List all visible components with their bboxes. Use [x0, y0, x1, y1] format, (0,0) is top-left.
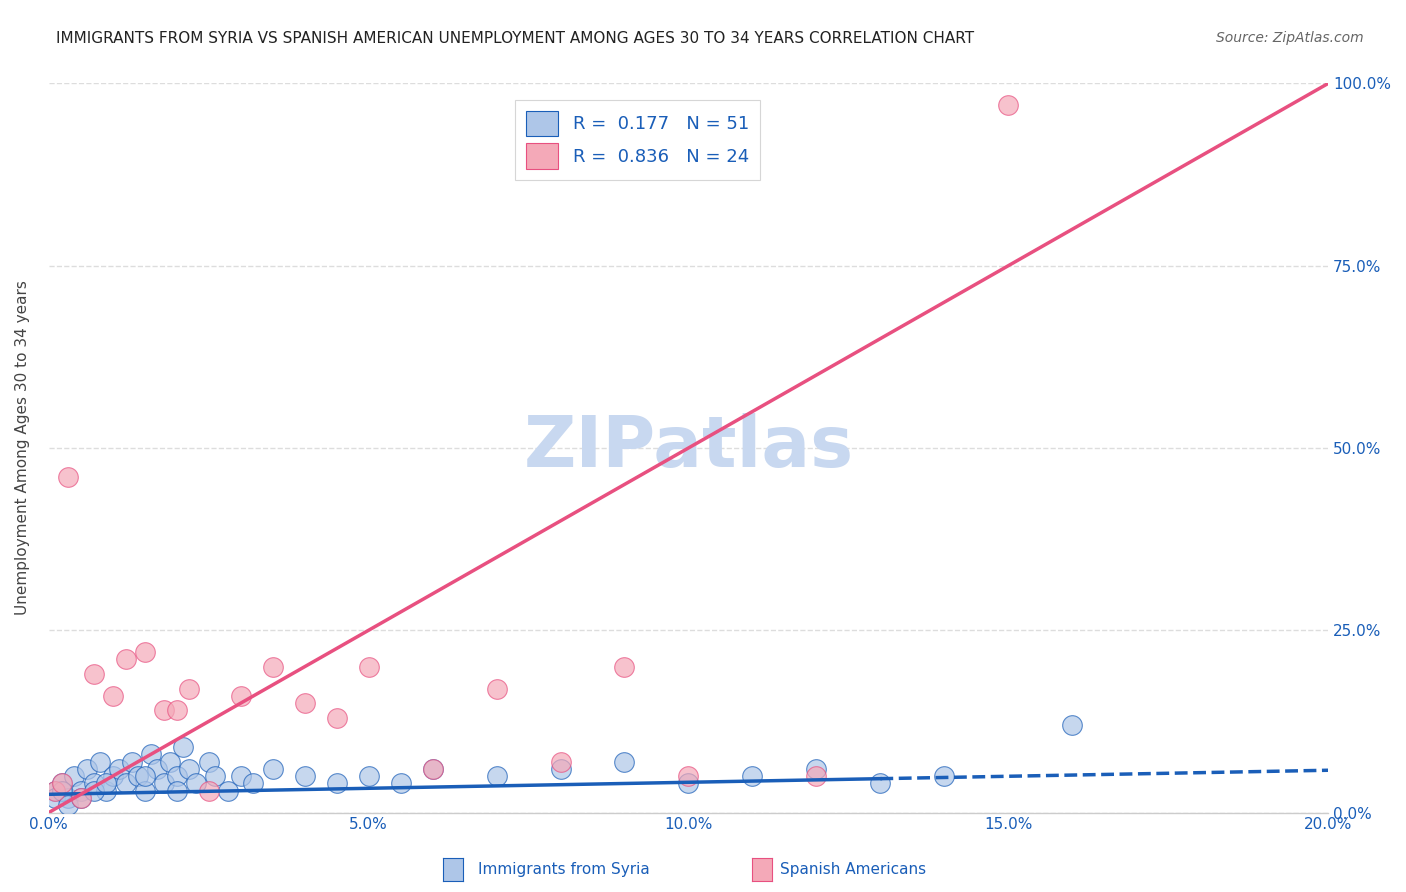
- Point: [63, 769, 86, 783]
- Point: [44, 783, 66, 797]
- Point: [56, 470, 79, 484]
- Point: [262, 659, 284, 673]
- Text: IMMIGRANTS FROM SYRIA VS SPANISH AMERICAN UNEMPLOYMENT AMONG AGES 30 TO 34 YEARS: IMMIGRANTS FROM SYRIA VS SPANISH AMERICA…: [56, 31, 974, 46]
- Point: [184, 776, 207, 790]
- Point: [806, 762, 828, 776]
- Point: [485, 769, 508, 783]
- Point: [613, 659, 636, 673]
- Y-axis label: Unemployment Among Ages 30 to 34 years: Unemployment Among Ages 30 to 34 years: [15, 281, 30, 615]
- Text: Source: ZipAtlas.com: Source: ZipAtlas.com: [1216, 31, 1364, 45]
- Point: [166, 783, 188, 797]
- Point: [204, 769, 226, 783]
- Point: [197, 783, 219, 797]
- Point: [51, 783, 73, 797]
- Point: [134, 769, 156, 783]
- Point: [262, 762, 284, 776]
- Point: [44, 791, 66, 805]
- Point: [83, 667, 105, 681]
- Point: [89, 755, 111, 769]
- Point: [197, 755, 219, 769]
- Point: [96, 776, 118, 790]
- Point: [741, 769, 763, 783]
- Point: [166, 769, 188, 783]
- Point: [294, 769, 316, 783]
- Point: [108, 762, 131, 776]
- Point: [134, 645, 156, 659]
- Point: [217, 783, 239, 797]
- Point: [121, 755, 143, 769]
- Point: [101, 769, 124, 783]
- Text: Spanish Americans: Spanish Americans: [780, 863, 927, 877]
- Point: [934, 769, 956, 783]
- Point: [325, 776, 347, 790]
- Point: [69, 791, 91, 805]
- Text: ZIPatlas: ZIPatlas: [523, 414, 853, 483]
- Point: [69, 783, 91, 797]
- Point: [389, 776, 412, 790]
- Point: [159, 755, 181, 769]
- Point: [134, 783, 156, 797]
- Point: [422, 762, 444, 776]
- Point: [56, 798, 79, 813]
- Point: [114, 652, 136, 666]
- Point: [869, 776, 891, 790]
- Point: [101, 689, 124, 703]
- Point: [96, 783, 118, 797]
- Point: [550, 755, 572, 769]
- Point: [114, 776, 136, 790]
- Point: [242, 776, 264, 790]
- Point: [294, 696, 316, 710]
- Point: [485, 681, 508, 696]
- Point: [325, 711, 347, 725]
- Point: [166, 703, 188, 717]
- Legend: R =  0.177   N = 51, R =  0.836   N = 24: R = 0.177 N = 51, R = 0.836 N = 24: [515, 100, 759, 180]
- Point: [229, 769, 252, 783]
- Point: [51, 776, 73, 790]
- Point: [357, 659, 380, 673]
- Point: [44, 783, 66, 797]
- Point: [179, 762, 201, 776]
- Point: [83, 783, 105, 797]
- Point: [613, 755, 636, 769]
- Point: [172, 739, 194, 754]
- Point: [1062, 718, 1084, 732]
- Point: [422, 762, 444, 776]
- Text: Immigrants from Syria: Immigrants from Syria: [478, 863, 650, 877]
- Point: [139, 747, 162, 762]
- Point: [76, 762, 98, 776]
- Point: [806, 769, 828, 783]
- Point: [179, 681, 201, 696]
- Point: [678, 776, 700, 790]
- Point: [69, 791, 91, 805]
- Point: [997, 98, 1019, 112]
- Point: [56, 791, 79, 805]
- Point: [127, 769, 149, 783]
- Point: [357, 769, 380, 783]
- Point: [153, 703, 176, 717]
- Point: [146, 762, 169, 776]
- Point: [678, 769, 700, 783]
- Point: [51, 776, 73, 790]
- Point: [550, 762, 572, 776]
- Point: [153, 776, 176, 790]
- Point: [229, 689, 252, 703]
- Point: [83, 776, 105, 790]
